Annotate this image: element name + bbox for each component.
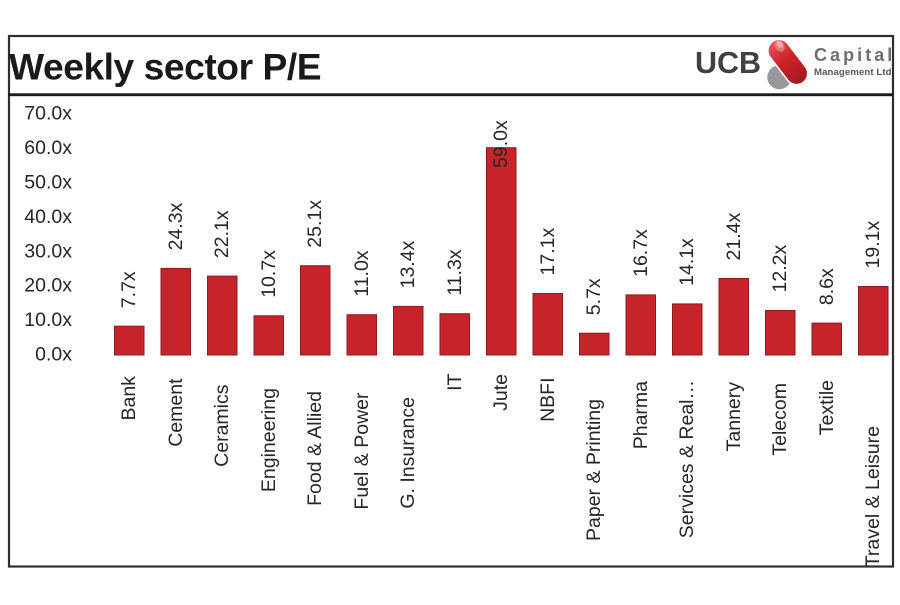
svg-text:10.0x: 10.0x [24, 309, 72, 331]
svg-text:12.2x: 12.2x [769, 245, 791, 293]
svg-text:17.1x: 17.1x [537, 228, 559, 276]
svg-text:Services & Real…: Services & Real… [676, 380, 698, 538]
svg-text:Paper & Printing: Paper & Printing [583, 399, 605, 541]
svg-text:25.1x: 25.1x [304, 200, 326, 248]
svg-text:30.0x: 30.0x [24, 240, 72, 262]
svg-text:G. Insurance: G. Insurance [397, 397, 419, 509]
svg-text:13.4x: 13.4x [397, 240, 419, 288]
svg-text:8.6x: 8.6x [816, 268, 838, 305]
svg-text:5.7x: 5.7x [583, 278, 605, 315]
svg-text:60.0x: 60.0x [24, 137, 72, 159]
svg-text:UCB: UCB [695, 46, 761, 80]
svg-text:24.3x: 24.3x [165, 202, 187, 250]
svg-text:14.1x: 14.1x [676, 238, 698, 286]
svg-text:Jute: Jute [490, 374, 512, 411]
svg-text:16.7x: 16.7x [630, 229, 652, 277]
svg-text:Pharma: Pharma [630, 381, 652, 449]
svg-text:40.0x: 40.0x [24, 206, 72, 228]
svg-text:Weekly sector P/E: Weekly sector P/E [9, 46, 321, 88]
svg-text:19.1x: 19.1x [862, 221, 884, 269]
svg-text:10.7x: 10.7x [258, 250, 280, 298]
svg-text:Engineering: Engineering [258, 388, 280, 492]
svg-text:IT: IT [444, 373, 466, 390]
svg-text:59.0x: 59.0x [490, 120, 512, 168]
svg-text:Travel & Leisure: Travel & Leisure [862, 426, 884, 567]
svg-text:22.1x: 22.1x [211, 210, 233, 258]
svg-text:21.4x: 21.4x [723, 213, 745, 261]
svg-text:7.7x: 7.7x [118, 271, 140, 308]
svg-text:70.0x: 70.0x [24, 103, 72, 125]
svg-text:Fuel & Power: Fuel & Power [351, 392, 373, 510]
svg-text:Bank: Bank [118, 376, 140, 421]
svg-text:Textile: Textile [816, 380, 838, 435]
svg-text:20.0x: 20.0x [24, 275, 72, 297]
svg-text:0.0x: 0.0x [35, 344, 72, 366]
svg-text:Capital: Capital [814, 45, 895, 65]
svg-text:50.0x: 50.0x [24, 172, 72, 194]
svg-text:NBFI: NBFI [537, 378, 559, 422]
svg-text:Management Ltd: Management Ltd [814, 67, 892, 78]
svg-text:Tannery: Tannery [723, 382, 745, 452]
svg-text:Food & Allied: Food & Allied [304, 391, 326, 506]
svg-text:Ceramics: Ceramics [211, 384, 233, 467]
svg-text:11.0x: 11.0x [351, 250, 373, 297]
svg-text:11.3x: 11.3x [444, 249, 466, 296]
svg-text:Telecom: Telecom [769, 383, 791, 456]
svg-text:Cement: Cement [165, 378, 187, 447]
